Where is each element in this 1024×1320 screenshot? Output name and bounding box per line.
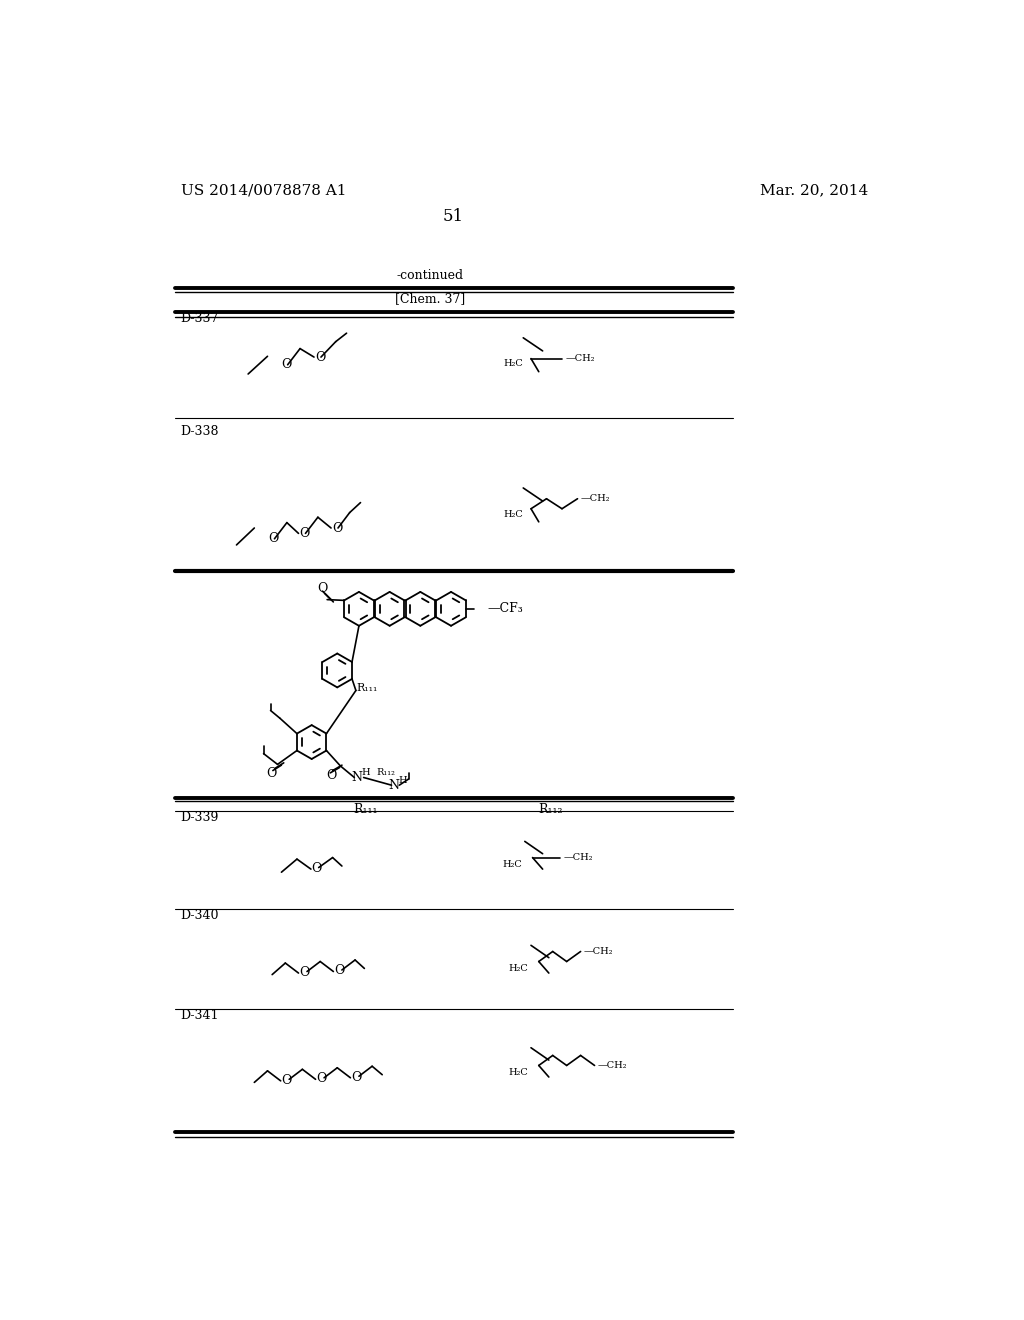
Text: —CF₃: —CF₃ <box>487 602 523 615</box>
Text: 51: 51 <box>443 207 464 224</box>
Text: H₂C: H₂C <box>508 1068 528 1077</box>
Text: —CH₂: —CH₂ <box>598 1061 627 1071</box>
Text: O: O <box>268 532 279 545</box>
Text: R₁₁₁: R₁₁₁ <box>353 804 378 816</box>
Text: H₂C: H₂C <box>504 510 523 519</box>
Text: O: O <box>282 1073 292 1086</box>
Text: O: O <box>311 862 323 875</box>
Text: R₁₁₂: R₁₁₂ <box>539 804 562 816</box>
Text: [Chem. 37]: [Chem. 37] <box>395 292 465 305</box>
Text: H: H <box>361 768 370 777</box>
Text: O: O <box>351 1071 361 1084</box>
Text: D-339: D-339 <box>180 810 219 824</box>
Text: O: O <box>282 358 292 371</box>
Text: O: O <box>266 767 276 780</box>
Text: —CH₂: —CH₂ <box>584 946 613 956</box>
Text: N: N <box>351 771 362 784</box>
Text: Mar. 20, 2014: Mar. 20, 2014 <box>760 183 868 198</box>
Text: H₂C: H₂C <box>504 359 523 368</box>
Text: D-338: D-338 <box>180 425 219 438</box>
Text: O: O <box>326 770 336 783</box>
Text: —CH₂: —CH₂ <box>581 494 610 503</box>
Text: O: O <box>317 582 328 595</box>
Text: —CH₂: —CH₂ <box>563 853 593 862</box>
Text: D-340: D-340 <box>180 908 219 921</box>
Text: D-337: D-337 <box>180 312 219 325</box>
Text: D-341: D-341 <box>180 1008 219 1022</box>
Text: -continued: -continued <box>396 269 464 282</box>
Text: O: O <box>332 521 342 535</box>
Text: O: O <box>314 351 326 363</box>
Text: N: N <box>388 779 399 792</box>
Text: O: O <box>299 966 309 979</box>
Text: H₂C: H₂C <box>508 964 528 973</box>
Text: O: O <box>299 527 309 540</box>
Text: —CH₂: —CH₂ <box>565 354 595 363</box>
Text: US 2014/0078878 A1: US 2014/0078878 A1 <box>180 183 346 198</box>
Text: H: H <box>398 776 408 785</box>
Text: O: O <box>316 1072 327 1085</box>
Text: R₁₁₁: R₁₁₁ <box>356 684 378 693</box>
Text: O: O <box>334 964 344 977</box>
Text: R₁₁₂: R₁₁₂ <box>376 768 395 777</box>
Text: H₂C: H₂C <box>502 861 521 869</box>
